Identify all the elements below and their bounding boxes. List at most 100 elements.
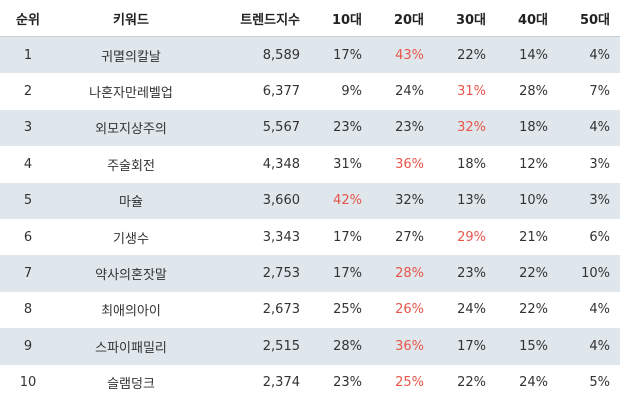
age-10-cell: 17%	[310, 36, 372, 74]
age-30-cell: 23%	[434, 255, 496, 292]
trend-index-cell: 2,673	[206, 291, 310, 329]
trend-index-cell: 5,567	[206, 109, 310, 147]
header-trend-index: 트렌드지수	[206, 0, 310, 37]
rank-cell: 5	[0, 182, 56, 219]
age-10-cell: 23%	[310, 109, 372, 147]
table-row: 2 나혼자만레벨업 6,377 9% 24% 31% 28% 7%	[0, 73, 620, 110]
age-30-cell: 31%	[434, 73, 496, 110]
keyword-cell: 최애의아이	[56, 291, 206, 329]
age-20-cell: 43%	[372, 36, 434, 74]
age-10-cell: 17%	[310, 218, 372, 256]
trend-index-cell: 2,374	[206, 364, 310, 401]
rank-cell: 7	[0, 255, 56, 292]
table-row: 9 스파이패밀리 2,515 28% 36% 17% 15% 4%	[0, 328, 620, 365]
age-10-cell: 17%	[310, 255, 372, 292]
table-row: 8 최애의아이 2,673 25% 26% 24% 22% 4%	[0, 291, 620, 329]
table-header: 순위 키워드 트렌드지수 10대 20대 30대 40대 50대	[0, 0, 620, 37]
age-20-cell: 26%	[372, 291, 434, 329]
age-50-cell: 5%	[558, 364, 620, 401]
age-10-cell: 42%	[310, 182, 372, 219]
header-rank: 순위	[0, 0, 56, 37]
keyword-cell: 나혼자만레벨업	[56, 73, 206, 110]
age-40-cell: 15%	[496, 328, 558, 365]
age-10-cell: 31%	[310, 146, 372, 183]
keyword-cell: 마슐	[56, 182, 206, 219]
age-20-cell: 24%	[372, 73, 434, 110]
age-20-cell: 36%	[372, 328, 434, 365]
trend-index-cell: 3,343	[206, 218, 310, 256]
keyword-cell: 귀멸의칼날	[56, 36, 206, 74]
age-30-cell: 24%	[434, 291, 496, 329]
age-40-cell: 22%	[496, 291, 558, 329]
age-50-cell: 4%	[558, 36, 620, 74]
age-50-cell: 10%	[558, 255, 620, 292]
age-30-cell: 13%	[434, 182, 496, 219]
rank-cell: 4	[0, 146, 56, 183]
keyword-cell: 약사의혼잣말	[56, 255, 206, 292]
rank-cell: 8	[0, 291, 56, 329]
age-40-cell: 22%	[496, 255, 558, 292]
trend-index-cell: 2,753	[206, 255, 310, 292]
keyword-cell: 외모지상주의	[56, 109, 206, 147]
age-40-cell: 12%	[496, 146, 558, 183]
age-40-cell: 28%	[496, 73, 558, 110]
keyword-cell: 기생수	[56, 218, 206, 256]
age-40-cell: 10%	[496, 182, 558, 219]
keyword-cell: 스파이패밀리	[56, 328, 206, 365]
table-row: 4 주술회전 4,348 31% 36% 18% 12% 3%	[0, 146, 620, 183]
age-30-cell: 17%	[434, 328, 496, 365]
age-20-cell: 27%	[372, 218, 434, 256]
rank-cell: 6	[0, 218, 56, 256]
age-10-cell: 9%	[310, 73, 372, 110]
rank-cell: 3	[0, 109, 56, 147]
age-20-cell: 28%	[372, 255, 434, 292]
table-row: 6 기생수 3,343 17% 27% 29% 21% 6%	[0, 218, 620, 256]
rank-cell: 9	[0, 328, 56, 365]
age-50-cell: 4%	[558, 291, 620, 329]
header-age-10: 10대	[310, 0, 372, 37]
header-age-50: 50대	[558, 0, 620, 37]
trend-index-cell: 3,660	[206, 182, 310, 219]
age-30-cell: 22%	[434, 36, 496, 74]
header-age-20: 20대	[372, 0, 434, 37]
table-row: 5 마슐 3,660 42% 32% 13% 10% 3%	[0, 182, 620, 219]
header-age-40: 40대	[496, 0, 558, 37]
age-50-cell: 4%	[558, 109, 620, 147]
keyword-cell: 슬램덩크	[56, 364, 206, 401]
rank-cell: 2	[0, 73, 56, 110]
table-row: 10 슬램덩크 2,374 23% 25% 22% 24% 5%	[0, 364, 620, 401]
age-30-cell: 18%	[434, 146, 496, 183]
age-20-cell: 36%	[372, 146, 434, 183]
age-50-cell: 6%	[558, 218, 620, 256]
trend-index-cell: 6,377	[206, 73, 310, 110]
age-20-cell: 23%	[372, 109, 434, 147]
age-50-cell: 3%	[558, 182, 620, 219]
age-40-cell: 18%	[496, 109, 558, 147]
header-row: 순위 키워드 트렌드지수 10대 20대 30대 40대 50대	[0, 0, 620, 37]
age-10-cell: 23%	[310, 364, 372, 401]
age-40-cell: 14%	[496, 36, 558, 74]
age-30-cell: 22%	[434, 364, 496, 401]
header-keyword: 키워드	[56, 0, 206, 37]
trend-index-cell: 8,589	[206, 36, 310, 74]
header-age-30: 30대	[434, 0, 496, 37]
rank-cell: 10	[0, 364, 56, 401]
age-10-cell: 28%	[310, 328, 372, 365]
trend-index-cell: 4,348	[206, 146, 310, 183]
age-50-cell: 3%	[558, 146, 620, 183]
age-40-cell: 21%	[496, 218, 558, 256]
trend-index-cell: 2,515	[206, 328, 310, 365]
age-40-cell: 24%	[496, 364, 558, 401]
table-row: 7 약사의혼잣말 2,753 17% 28% 23% 22% 10%	[0, 255, 620, 292]
age-20-cell: 25%	[372, 364, 434, 401]
age-10-cell: 25%	[310, 291, 372, 329]
table-body: 1 귀멸의칼날 8,589 17% 43% 22% 14% 4% 2 나혼자만레벨업 6,377 9%…	[0, 36, 620, 401]
age-50-cell: 4%	[558, 328, 620, 365]
age-20-cell: 32%	[372, 182, 434, 219]
table-row: 3 외모지상주의 5,567 23% 23% 32% 18% 4%	[0, 109, 620, 147]
keyword-cell: 주술회전	[56, 146, 206, 183]
age-30-cell: 32%	[434, 109, 496, 147]
age-50-cell: 7%	[558, 73, 620, 110]
table-row: 1 귀멸의칼날 8,589 17% 43% 22% 14% 4%	[0, 36, 620, 74]
